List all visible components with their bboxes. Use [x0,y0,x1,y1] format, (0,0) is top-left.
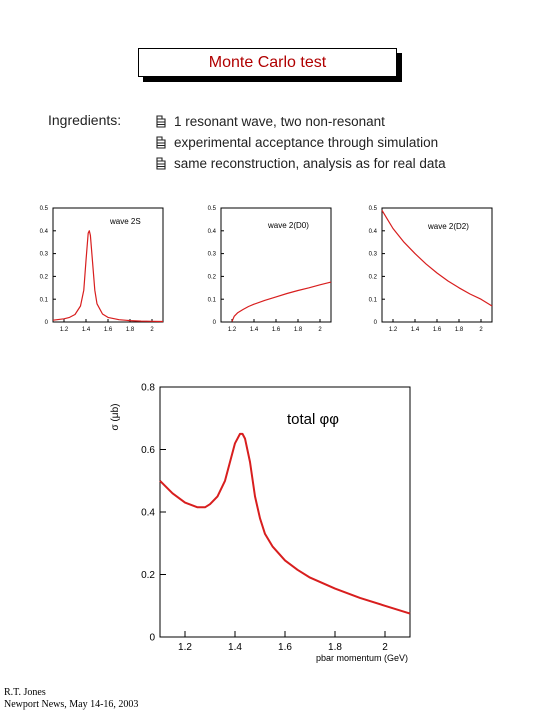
x-tick-label: 1.4 [82,327,91,333]
chart-title: wave 2S [109,217,141,226]
x-tick-label: 2 [150,327,154,333]
x-tick-label: 1.4 [228,642,242,653]
footer-author: R.T. Jones [4,687,46,698]
ingredients-list: 1 resonant wave, two non-resonant experi… [155,111,446,174]
y-tick-label: 0.4 [40,229,49,235]
y-tick-label: 0.3 [208,252,217,258]
x-tick-label: 1.2 [228,327,237,333]
chart-wave-2d0: 1.2 1.4 1.6 1.8 2 0 0.1 0.2 0.3 0.4 0.5 wave 2(D0) [208,206,332,333]
chart-title: wave 2(D2) [427,222,469,231]
x-tick-label: 1.2 [389,327,398,333]
x-tick-label: 2 [318,327,322,333]
x-axis-label: pbar momentum (GeV) [316,653,408,663]
x-tick-label: 1.4 [411,327,420,333]
y-tick-label: 0.3 [40,252,49,258]
series-line [159,432,411,615]
x-tick-label: 1.2 [60,327,69,333]
plot-frame [159,386,411,638]
y-tick-label: 0 [45,320,49,326]
pointing-hand-icon [155,115,166,128]
y-axis-label: σ (μb) [110,404,121,431]
ingredients-label: Ingredients: [48,112,122,128]
y-tick-label: 0.2 [141,570,155,581]
y-tick-label: 0.2 [40,275,49,281]
pointing-hand-icon [155,157,166,170]
y-tick-label: 0.5 [40,206,49,212]
y-tick-label: 0.1 [208,297,217,303]
y-tick-label: 0.2 [208,275,217,281]
y-tick-label: 0.1 [369,297,378,303]
x-tick-label: 2 [479,327,483,333]
y-tick-label: 0.8 [141,383,155,394]
series-line [381,209,493,307]
y-tick-label: 0 [213,320,217,326]
x-tick-label: 1.4 [250,327,259,333]
footer-venue: Newport News, May 14-16, 2003 [4,699,139,710]
x-tick-label: 1.6 [104,327,113,333]
chart-title: total φφ [287,411,339,428]
bullet-text: experimental acceptance through simulati… [174,135,439,150]
plot-frame [52,207,164,323]
y-tick-label: 0.3 [369,252,378,258]
slide-title: Monte Carlo test [208,53,327,71]
y-tick-label: 0.4 [369,229,378,235]
chart-wave-2d2: 1.2 1.4 1.6 1.8 2 0 0.1 0.2 0.3 0.4 0.5 wave 2(D2) [369,206,493,333]
y-tick-label: 0.5 [369,206,378,212]
list-item: experimental acceptance through simulati… [155,132,446,153]
x-tick-label: 2 [382,642,388,653]
y-tick-label: 0.4 [208,229,217,235]
bullet-text: same reconstruction, analysis as for rea… [174,156,446,171]
y-tick-label: 0.4 [141,508,155,519]
x-tick-label: 1.6 [278,642,292,653]
chart-total: 1.2 1.4 1.6 1.8 2 0 0.2 0.4 0.6 0.8 total φφ pbar m… [110,383,411,663]
y-tick-label: 0.5 [208,206,217,212]
y-tick-label: 0 [374,320,378,326]
series-line [231,281,332,322]
series-line [52,230,164,323]
x-tick-label: 1.6 [272,327,281,333]
list-item: same reconstruction, analysis as for rea… [155,153,446,174]
x-tick-label: 1.8 [294,327,303,333]
pointing-hand-icon [155,136,166,149]
y-tick-label: 0.1 [40,297,49,303]
x-tick-label: 1.8 [328,642,342,653]
bullet-text: 1 resonant wave, two non-resonant [174,114,385,129]
chart-title: wave 2(D0) [267,221,309,230]
y-tick-label: 0 [149,633,155,644]
x-tick-label: 1.2 [178,642,192,653]
list-item: 1 resonant wave, two non-resonant [155,111,446,132]
x-tick-label: 1.8 [126,327,135,333]
y-tick-label: 0.2 [369,275,378,281]
x-tick-label: 1.6 [433,327,442,333]
x-tick-label: 1.8 [455,327,464,333]
chart-wave-2s: 1.2 1.4 1.6 1.8 2 0 0.1 0.2 0.3 0.4 0.5 wave 2S [40,206,164,333]
title-box: Monte Carlo test [138,48,397,77]
y-tick-label: 0.6 [141,445,155,456]
footer: R.T. Jones Newport News, May 14-16, 2003 [4,687,138,711]
